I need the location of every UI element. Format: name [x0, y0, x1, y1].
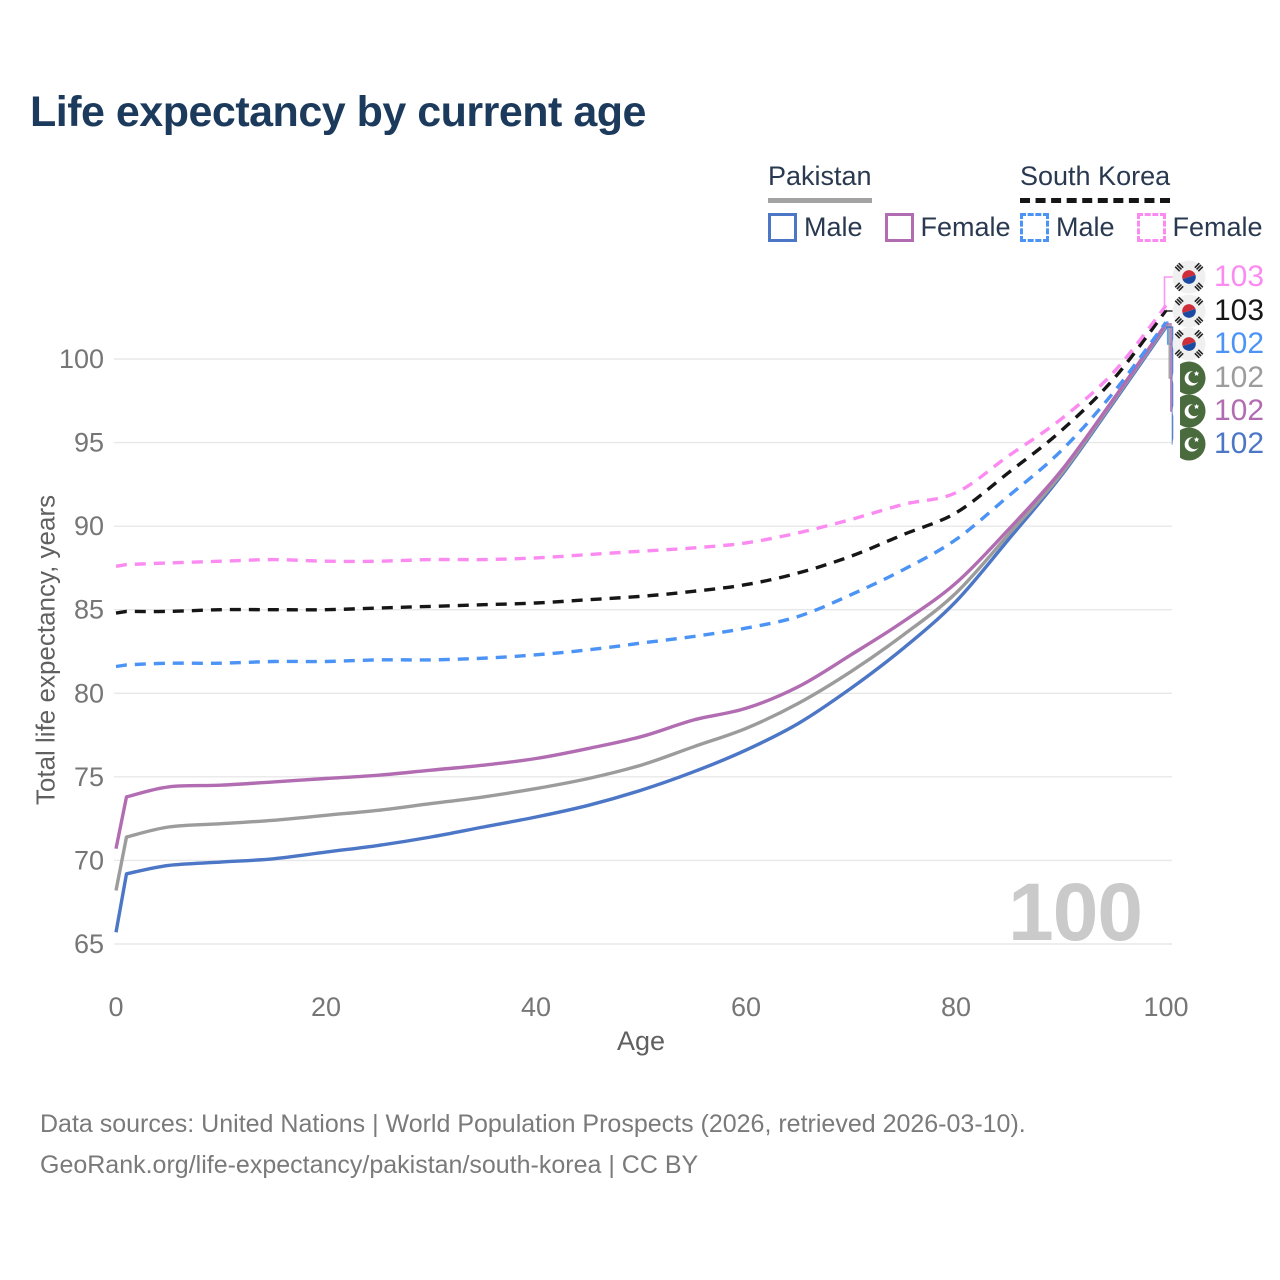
flag-icon: [1172, 294, 1206, 328]
legend-row-south-korea: Male Female: [1020, 212, 1280, 243]
south-korea-flag-icon: [1172, 260, 1206, 294]
south-korea-flag-icon: [1172, 327, 1206, 361]
legend-swatch-south-korea-male[interactable]: [1020, 213, 1049, 242]
x-tick-label-40: 40: [521, 992, 551, 1022]
series-line-pakistan-total: [114, 324, 1168, 891]
end-label-connector-south-korea-total: [1165, 309, 1177, 312]
legend-country-south-korea[interactable]: South Korea: [1020, 161, 1171, 203]
flag-icon: [1172, 327, 1206, 361]
legend-swatch-south-korea-female[interactable]: [1136, 213, 1166, 242]
flag-icon: [1172, 361, 1206, 395]
end-label-pakistan-female: 102: [1172, 392, 1264, 430]
end-label-value: 103: [1214, 260, 1265, 293]
y-axis-title: Total life expectancy, years: [30, 494, 61, 806]
legend-label-pakistan-male: Male: [804, 212, 863, 242]
end-label-value: 103: [1214, 294, 1265, 327]
legend-label-pakistan-female: Female: [920, 212, 1011, 242]
series-line-south-korea-male: [115, 321, 1168, 669]
legend-swatch-pakistan-female[interactable]: [884, 213, 914, 242]
chart-footer: Data sources: United Nations | World Pop…: [40, 1104, 1026, 1186]
series-line-pakistan-male: [114, 326, 1168, 933]
watermark-age-indicator: 100: [1008, 867, 1143, 958]
end-label-connector-south-korea-female: [1163, 276, 1177, 307]
end-label-south-korea-total: 103: [1172, 292, 1264, 330]
series-line-south-korea-total: [115, 309, 1168, 615]
legend-swatch-pakistan-male[interactable]: [768, 213, 797, 242]
legend-label-south-korea-male: Male: [1056, 212, 1115, 242]
x-tick-label-100: 100: [1143, 992, 1188, 1022]
flag-icon: [1172, 260, 1206, 294]
end-label-value: 102: [1214, 361, 1265, 394]
x-tick-label-20: 20: [311, 992, 341, 1022]
y-tick-label-100: 100: [59, 344, 104, 374]
legend-group-south-korea: South Korea Male Female: [1020, 161, 1280, 243]
legend-country-pakistan[interactable]: Pakistan: [768, 161, 872, 203]
end-label-value: 102: [1214, 427, 1265, 460]
x-tick-label-80: 80: [941, 992, 971, 1022]
flag-icon: [1172, 427, 1206, 461]
page-title: Life expectancy by current age: [30, 88, 646, 136]
end-label-pakistan-total: 102: [1172, 359, 1264, 397]
series-line-pakistan-female: [114, 322, 1168, 850]
x-tick-label-0: 0: [108, 992, 123, 1022]
y-tick-label-70: 70: [74, 845, 104, 875]
y-tick-label-75: 75: [74, 762, 104, 792]
end-label-south-korea-male: 102: [1172, 325, 1264, 363]
legend-group-pakistan: Pakistan Male Female: [768, 161, 1033, 243]
footer-attribution: GeoRank.org/life-expectancy/pakistan/sou…: [40, 1151, 699, 1179]
end-label-value: 102: [1214, 394, 1265, 427]
series-line-south-korea-female: [115, 304, 1168, 568]
x-axis-title: Age: [616, 1026, 666, 1056]
end-label-pakistan-male: 102: [1172, 425, 1264, 463]
south-korea-flag-icon: [1172, 294, 1206, 328]
pakistan-flag-icon: [1172, 361, 1206, 395]
end-label-value: 102: [1214, 327, 1265, 360]
y-tick-label-85: 85: [74, 595, 104, 625]
footer-data-sources: Data sources: United Nations | World Pop…: [40, 1110, 1026, 1138]
pakistan-flag-icon: [1172, 427, 1206, 461]
y-tick-label-95: 95: [74, 428, 104, 458]
y-tick-label-80: 80: [74, 678, 104, 708]
flag-icon: [1172, 394, 1206, 428]
y-tick-label-90: 90: [74, 511, 104, 541]
legend-row-pakistan: Male Female: [768, 212, 1033, 243]
pakistan-flag-icon: [1172, 394, 1206, 428]
legend-label-south-korea-female: Female: [1172, 212, 1263, 242]
y-tick-label-65: 65: [74, 929, 104, 959]
x-tick-label-60: 60: [731, 992, 761, 1022]
end-label-south-korea-female: 103: [1172, 258, 1264, 296]
